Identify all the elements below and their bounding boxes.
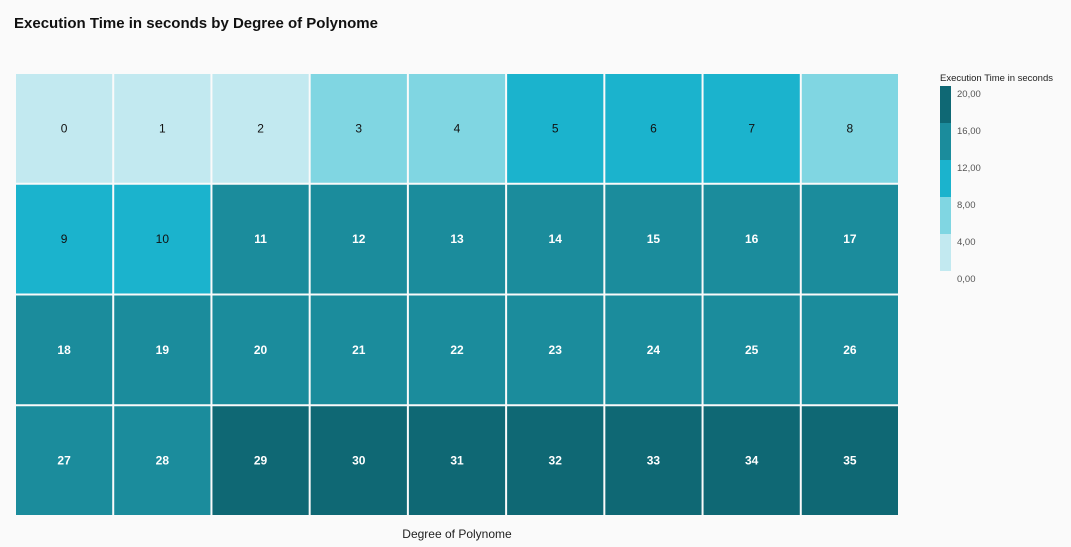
legend-tick-label: 4,00: [957, 237, 976, 248]
heatmap-cell-7: [703, 74, 800, 183]
cell-label-19: 19: [156, 343, 170, 357]
heatmap-cell-6: [605, 74, 702, 183]
cell-label-6: 6: [650, 121, 657, 135]
cell-label-2: 2: [257, 121, 264, 135]
heatmap-cell-15: [605, 184, 702, 294]
cell-label-29: 29: [254, 454, 268, 468]
cell-label-34: 34: [745, 454, 759, 468]
heatmap-cell-22: [408, 295, 506, 405]
cell-label-22: 22: [450, 343, 464, 357]
chart-title: Execution Time in seconds by Degree of P…: [14, 15, 378, 32]
cell-label-31: 31: [450, 454, 464, 468]
x-axis-label: Degree of Polynome: [402, 527, 512, 541]
heatmap-cell-12: [310, 184, 407, 294]
cell-label-23: 23: [549, 343, 563, 357]
cell-label-7: 7: [748, 121, 755, 135]
heatmap-cell-30: [310, 406, 407, 515]
heatmap-cell-19: [114, 295, 211, 405]
cell-label-1: 1: [159, 121, 166, 135]
heatmap-cell-4: [408, 74, 506, 183]
cell-label-27: 27: [57, 454, 71, 468]
cell-label-26: 26: [843, 343, 857, 357]
cell-label-30: 30: [352, 454, 366, 468]
legend-tick-label: 8,00: [957, 200, 976, 211]
heatmap-cell-23: [507, 295, 604, 405]
cell-label-13: 13: [450, 232, 464, 246]
heatmap-cell-28: [114, 406, 211, 515]
heatmap-cell-11: [212, 184, 309, 294]
cell-label-21: 21: [352, 343, 366, 357]
legend-tick-label: 20,00: [957, 89, 981, 100]
heatmap-cell-18: [16, 295, 113, 405]
heatmap-cell-0: [16, 74, 113, 183]
heatmap-cell-3: [310, 74, 407, 183]
cell-label-32: 32: [549, 454, 563, 468]
heatmap-cell-26: [801, 295, 898, 405]
heatmap-cell-14: [507, 184, 604, 294]
cell-label-10: 10: [156, 232, 170, 246]
heatmap-cell-17: [801, 184, 898, 294]
legend-swatch-0: [940, 234, 951, 271]
legend: 20,00 16,00 12,00 8,00 4,00 0,00: [940, 86, 981, 285]
cell-label-17: 17: [843, 232, 857, 246]
cell-label-14: 14: [549, 232, 563, 246]
cell-label-9: 9: [61, 232, 68, 246]
cell-label-12: 12: [352, 232, 366, 246]
cell-label-25: 25: [745, 343, 759, 357]
cell-label-35: 35: [843, 454, 857, 468]
cell-label-3: 3: [355, 121, 362, 135]
cell-label-16: 16: [745, 232, 759, 246]
legend-swatch-3: [940, 123, 951, 160]
heatmap-cell-20: [212, 295, 309, 405]
heatmap-cell-5: [507, 74, 604, 183]
cell-label-5: 5: [552, 121, 559, 135]
legend-swatch-4: [940, 86, 951, 123]
cell-label-24: 24: [647, 343, 661, 357]
heatmap-cell-31: [408, 406, 506, 515]
heatmap-cell-33: [605, 406, 702, 515]
cell-label-18: 18: [57, 343, 71, 357]
legend-title: Execution Time in seconds: [940, 73, 1054, 84]
heatmap-cell-8: [801, 74, 898, 183]
cell-label-8: 8: [847, 121, 854, 135]
cell-label-33: 33: [647, 454, 661, 468]
heatmap-cell-21: [310, 295, 407, 405]
legend-tick-label: 12,00: [957, 163, 981, 174]
heatmap-cell-16: [703, 184, 800, 294]
heatmap-cell-27: [16, 406, 113, 515]
heatmap-cell-35: [801, 406, 898, 515]
legend-swatch-1: [940, 197, 951, 234]
heatmap-cell-1: [114, 74, 211, 183]
heatmap-cell-2: [212, 74, 309, 183]
heatmap-cell-34: [703, 406, 800, 515]
heatmap-cell-10: [114, 184, 211, 294]
heatmap-cell-32: [507, 406, 604, 515]
cell-label-20: 20: [254, 343, 268, 357]
heatmap-cell-9: [16, 184, 113, 294]
legend-tick-label: 0,00: [957, 274, 976, 285]
cell-label-11: 11: [254, 232, 267, 246]
heatmap-cell-29: [212, 406, 309, 515]
legend-swatch-2: [940, 160, 951, 197]
cell-label-28: 28: [156, 454, 170, 468]
legend-tick-label: 16,00: [957, 126, 981, 137]
cell-label-0: 0: [61, 121, 68, 135]
heatmap-cell-13: [408, 184, 506, 294]
heatmap-cell-25: [703, 295, 800, 405]
heatmap-cell-24: [605, 295, 702, 405]
cell-label-15: 15: [647, 232, 661, 246]
cell-label-4: 4: [454, 121, 461, 135]
